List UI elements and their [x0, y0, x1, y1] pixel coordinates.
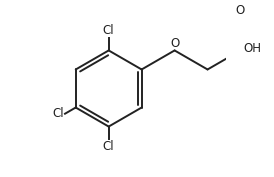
Text: Cl: Cl	[53, 107, 64, 120]
Text: O: O	[170, 37, 179, 50]
Text: Cl: Cl	[103, 24, 115, 37]
Text: O: O	[235, 4, 244, 17]
Text: Cl: Cl	[103, 140, 115, 153]
Text: OH: OH	[243, 42, 261, 55]
